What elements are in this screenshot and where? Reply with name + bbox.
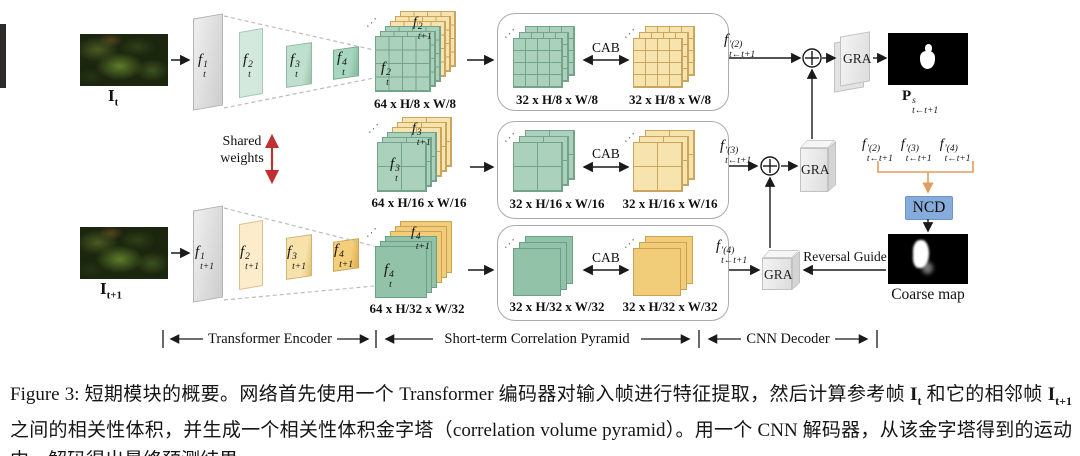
figure-caption: Figure 3: 短期模块的概要。网络首先使用一个 Transformer 编… — [10, 380, 1072, 456]
out-label-row1: f ′(2) t←t+1 — [724, 32, 756, 60]
corr-card — [633, 248, 681, 296]
left-dims-row2: 32 x H/16 x W/16 — [509, 196, 605, 211]
ncd-input-formulas: f ′(2) t←t+1 f ′(3) t←t+1 f ′(4) t←t+1 — [862, 137, 971, 164]
gra-block-3 — [762, 258, 792, 290]
pair-dims-row1: 64 x H/8 x W/8 — [373, 96, 457, 111]
stack-dots-icon: ⋰ — [366, 17, 377, 29]
caption-math-It1: It+1 — [1047, 384, 1072, 408]
circled-plus-icon — [760, 156, 780, 176]
silhouette-head — [925, 44, 932, 52]
silhouette-body — [920, 51, 935, 69]
input-frame-t-label: It — [108, 86, 119, 109]
ncd-input-f3: f ′(3) t←t+1 — [900, 137, 932, 164]
corr-card — [513, 38, 563, 88]
feature-label-f2-t1: f 2 t+1 — [240, 244, 259, 272]
feature-card — [375, 246, 427, 298]
ncd-input-f4: f ′(4) t←t+1 — [939, 137, 971, 164]
corr-card — [633, 142, 683, 192]
gra-label-3: GRA — [764, 267, 793, 282]
cab-label-row3: CAB — [592, 250, 620, 265]
coarse-map-label: Coarse map — [891, 286, 965, 303]
shared-weights-label: Shared weights — [220, 134, 264, 166]
input-frame-t1-label: It+1 — [100, 279, 123, 302]
stack-dots-icon: ⋰ — [504, 28, 515, 40]
cab-label-row1: CAB — [592, 40, 620, 55]
gra-label-1: GRA — [843, 51, 872, 66]
corr-card — [633, 38, 683, 88]
reversal-guide-label: Reversal Guide — [803, 249, 887, 264]
stack-dots-icon: ⋰ — [624, 28, 635, 40]
coarse-blob-faint — [922, 262, 933, 274]
pair-back-label-row2: f 3 t+1 — [412, 121, 431, 148]
pair-dims-row2: 64 x H/16 x W/16 — [371, 195, 467, 210]
right-dims-row2: 32 x H/16 x W/16 — [622, 196, 718, 211]
pair-back-label-row1: f 2 t+1 — [413, 15, 432, 42]
stack-dots-icon: ⋰ — [624, 238, 635, 250]
out-label-row3: f ′(4) t←t+1 — [716, 238, 748, 266]
prediction-map — [888, 33, 968, 85]
input-frame-t-image — [80, 34, 168, 86]
gra-block-3-side — [792, 250, 800, 290]
section-label-decoder: CNN Decoder — [746, 331, 830, 347]
caption-math-It: It — [910, 384, 922, 408]
feature-label-f3-t1: f 3 t+1 — [287, 244, 306, 272]
section-label-pyramid: Short-term Correlation Pyramid — [444, 331, 630, 347]
gra-label-2: GRA — [801, 162, 830, 177]
pair-dims-row3: 64 x H/32 x W/32 — [369, 301, 465, 316]
stack-dots-icon: ⋰ — [368, 123, 379, 135]
left-dims-row1: 32 x H/8 x W/8 — [515, 92, 599, 107]
circled-plus-icon — [802, 48, 822, 68]
cab-label-row2: CAB — [592, 146, 620, 161]
right-dims-row1: 32 x H/8 x W/8 — [628, 92, 712, 107]
right-dims-row3: 32 x H/32 x W/32 — [622, 299, 718, 314]
stack-dots-icon: ⋰ — [366, 227, 377, 239]
caption-segment: Figure 3: 短期模块的概要。网络首先使用一个 Transformer 编… — [10, 384, 911, 405]
stack-dots-icon: ⋰ — [504, 238, 515, 250]
stack-dots-icon: ⋰ — [624, 132, 635, 144]
corr-card — [513, 142, 563, 192]
feature-card — [375, 36, 431, 92]
feature-label-f1-t1: f 1 t+1 — [195, 244, 214, 272]
feature-label-f4-t1: f 4 t+1 — [334, 242, 353, 270]
feature-card — [377, 142, 427, 192]
section-label-encoder: Transformer Encoder — [208, 331, 332, 347]
out-label-row2: f ′(3) t←t+1 — [720, 138, 752, 166]
caption-segment: 之间的相关性体积，并生成一个相关性体积金字塔（correlation volum… — [10, 419, 1072, 456]
left-edge-artifact — [0, 24, 6, 88]
ncd-block: NCD — [905, 196, 953, 220]
coarse-blob — [913, 240, 929, 268]
input-frame-t1-image — [80, 227, 168, 279]
gra-block-2 — [800, 148, 828, 192]
ncd-gather-bracket — [877, 161, 974, 194]
caption-segment: 和它的相邻帧 — [921, 384, 1048, 405]
ncd-input-f2: f ′(2) t←t+1 — [862, 137, 893, 164]
coarse-map — [888, 234, 968, 284]
pair-back-label-row3: f 4 t+1 — [411, 225, 430, 252]
corr-card — [513, 248, 561, 296]
stack-dots-icon: ⋰ — [504, 132, 515, 144]
left-dims-row3: 32 x H/32 x W/32 — [509, 299, 605, 314]
